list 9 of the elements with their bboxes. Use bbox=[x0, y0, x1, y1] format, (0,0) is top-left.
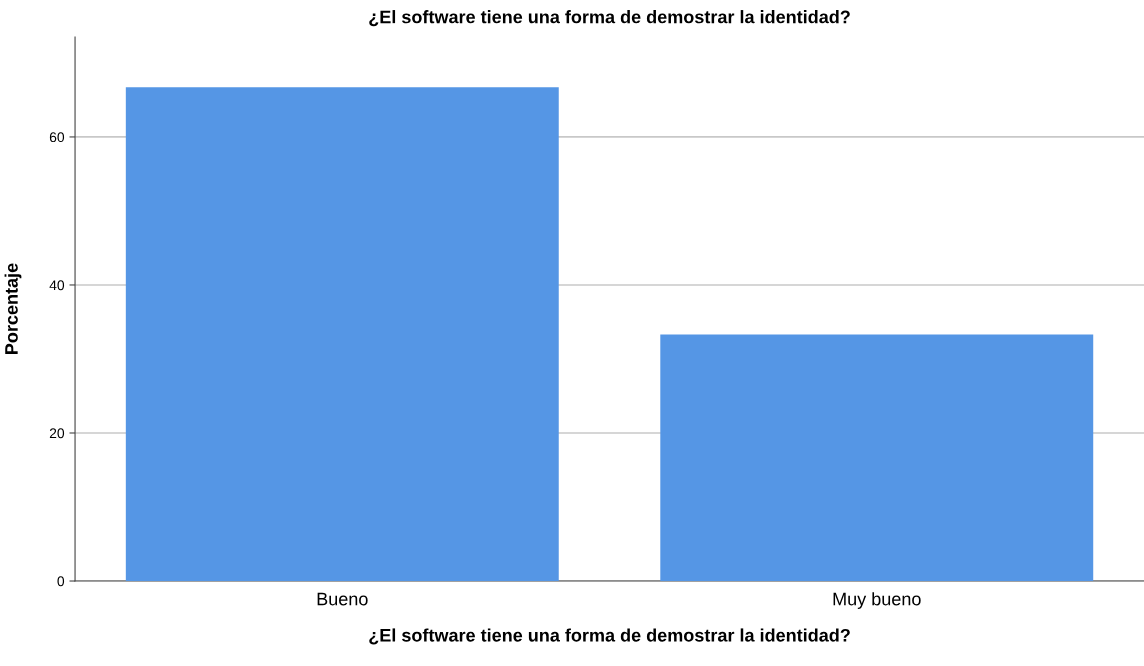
y-axis-title: Porcentaje bbox=[4, 263, 22, 354]
y-tick-label: 0 bbox=[57, 576, 65, 587]
x-tick-label: Bueno bbox=[317, 592, 368, 606]
y-tick-label: 40 bbox=[49, 280, 65, 291]
y-tick-label: 20 bbox=[49, 428, 65, 439]
x-tick-label: Muy bueno bbox=[833, 592, 921, 609]
x-axis-title: ¿El software tiene una forma de demostrar la identidad? bbox=[369, 628, 850, 645]
chart-title: ¿El software tiene una forma de demostrar la identidad? bbox=[369, 10, 850, 27]
y-tick-label: 60 bbox=[49, 132, 65, 143]
